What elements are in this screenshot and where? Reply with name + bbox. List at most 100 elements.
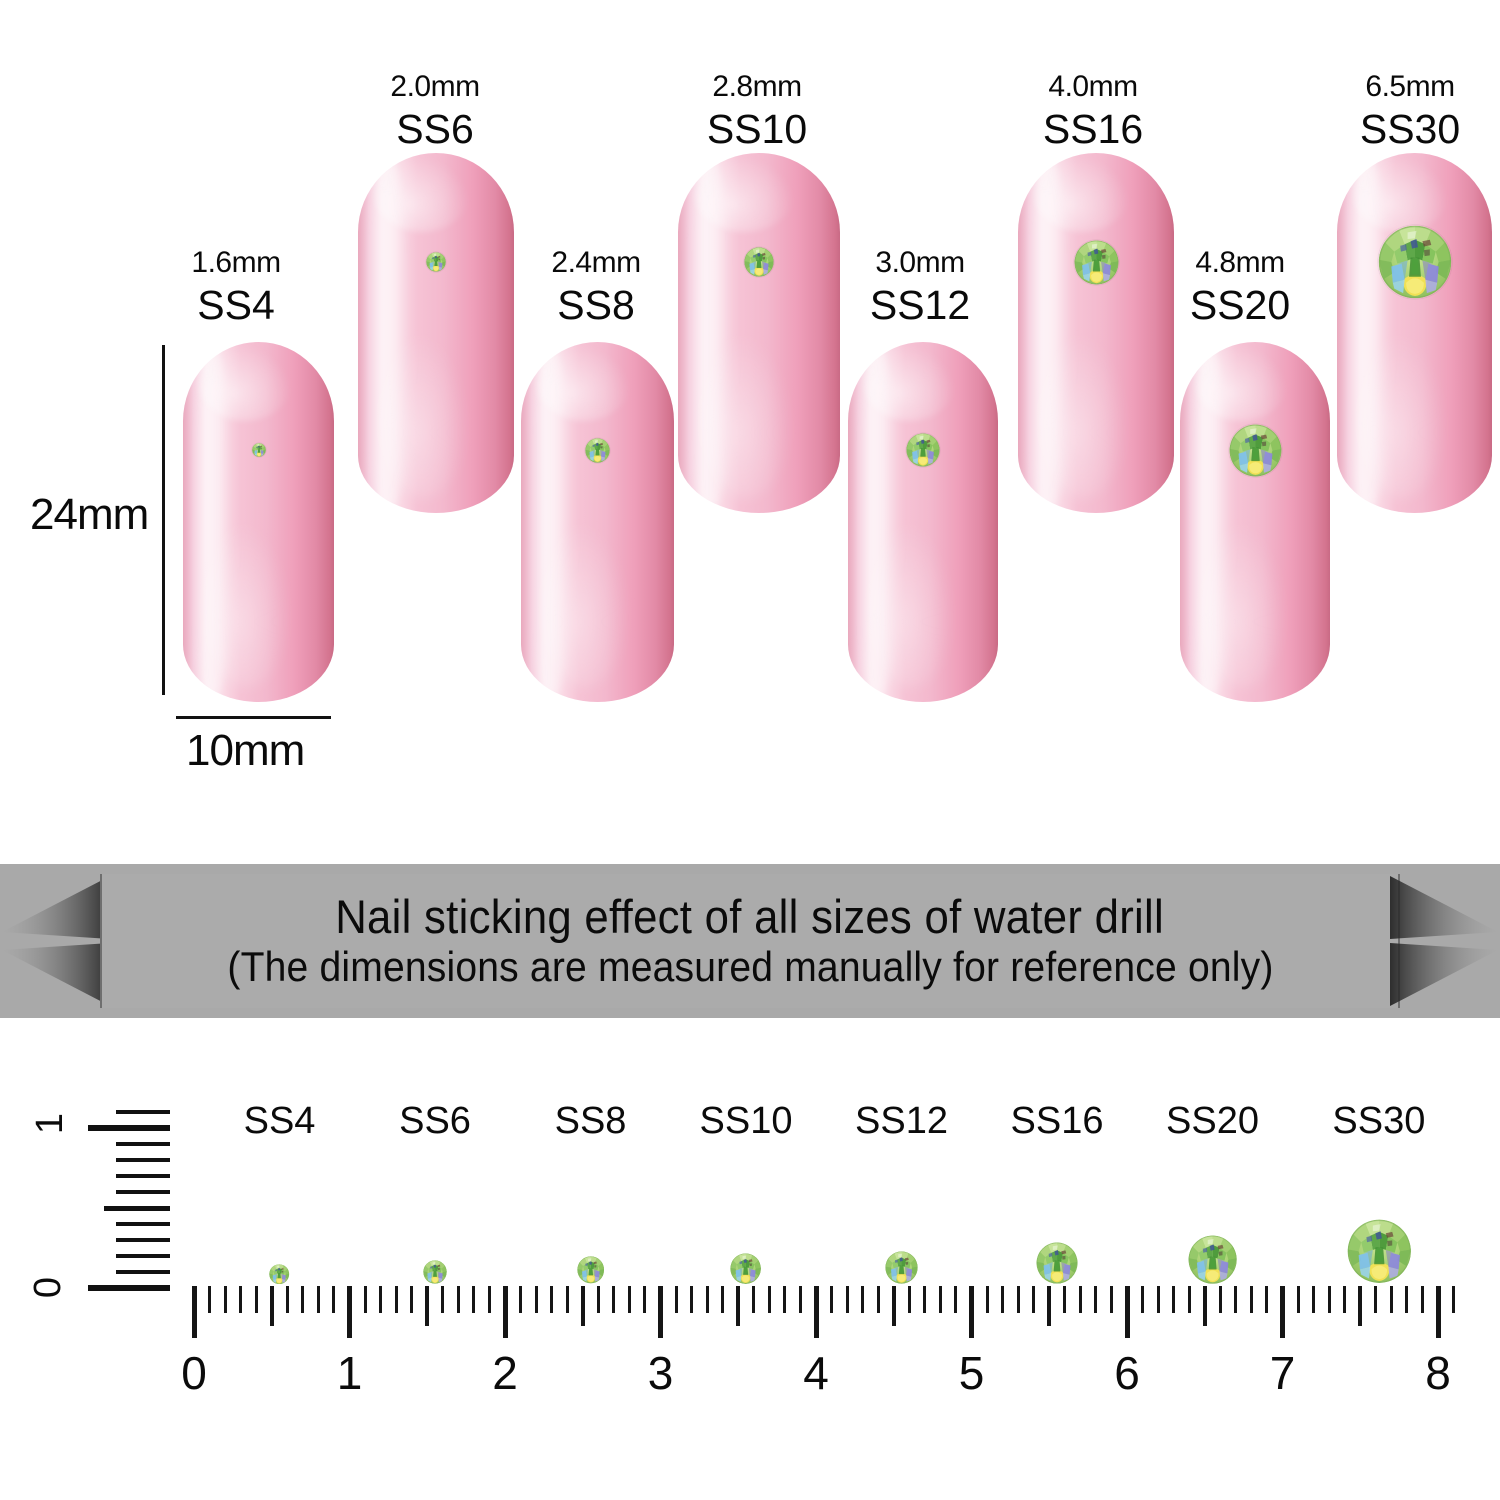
rhinestone-ss6 (426, 252, 446, 272)
ruler-tick (1249, 1286, 1253, 1313)
ruler-tick (612, 1286, 616, 1313)
height-dimension-label: 24mm (30, 490, 149, 539)
ruler-tick (394, 1286, 398, 1313)
ruler-tick (519, 1286, 523, 1313)
ruler-tick (441, 1286, 445, 1313)
vertical-ruler-scale (85, 1108, 170, 1291)
ruler-label-ss6: SS6 (399, 1100, 471, 1142)
ruler-tick (813, 1286, 819, 1338)
size-ss-label: SS30 (1359, 106, 1461, 152)
nail-label-ss4: 1.6mm SS4 (126, 248, 346, 326)
ruler-rhinestone-ss6 (423, 1260, 447, 1284)
nail-swatch-ss4 (183, 342, 334, 702)
ruler-rhinestone-ss30 (1347, 1219, 1412, 1284)
ruler-number-4: 4 (803, 1347, 829, 1399)
nail-swatch-ss20 (1180, 342, 1330, 702)
ruler-rhinestone-ss20 (1188, 1235, 1237, 1284)
ruler-tick (301, 1286, 305, 1313)
ruler-tick (736, 1286, 741, 1326)
size-mm-label: 2.0mm (390, 70, 480, 103)
ruler-tick (1141, 1286, 1145, 1313)
ruler-tick (596, 1286, 600, 1313)
rhinestone-ss16 (1073, 239, 1119, 285)
ruler-tick (254, 1286, 258, 1313)
ruler-tick (285, 1286, 289, 1313)
ruler-tick (1047, 1286, 1052, 1326)
ruler-tick (721, 1286, 725, 1313)
vertical-ruler-tick (116, 1270, 170, 1274)
ruler-tick (269, 1286, 274, 1326)
ruler-tick (565, 1286, 569, 1313)
ruler-tick (1218, 1286, 1222, 1313)
banner-title: Nail sticking effect of all sizes of wat… (335, 889, 1165, 943)
ruler-tick (425, 1286, 430, 1326)
vertical-ruler-label-0: 0 (27, 1276, 70, 1299)
ruler-tick (502, 1286, 508, 1338)
ruler-tick (534, 1286, 538, 1313)
ruler-tick (1452, 1286, 1456, 1313)
size-ss-label: SS16 (1042, 106, 1144, 152)
rhinestone-ss20 (1229, 424, 1282, 477)
nail-polish-surface (521, 342, 674, 702)
vertical-ruler-tick (116, 1190, 170, 1194)
banner-right-ribbon-fold-icon (1390, 874, 1500, 1008)
ruler-tick (690, 1286, 694, 1313)
ruler-tick (472, 1286, 476, 1313)
vertical-ruler-tick (116, 1110, 170, 1114)
ruler-rhinestone-ss10 (730, 1253, 762, 1284)
ruler-tick (379, 1286, 383, 1313)
ruler-number-6: 6 (1114, 1347, 1140, 1399)
ruler-number-3: 3 (647, 1347, 674, 1399)
nail-label-ss16: 4.0mm SS16 (983, 72, 1203, 150)
vertical-ruler-tick (116, 1254, 170, 1258)
ruler-tick (1124, 1286, 1130, 1338)
ruler-rhinestone-ss16 (1036, 1242, 1078, 1284)
nail-swatch-ss30 (1337, 153, 1492, 513)
nail-polish-surface (358, 153, 514, 513)
ruler-tick (1343, 1286, 1347, 1313)
nail-label-ss30: 6.5mm SS30 (1300, 72, 1500, 150)
size-ss-label: SS6 (396, 106, 474, 152)
nail-polish-surface (848, 342, 998, 702)
vertical-ruler-tick (116, 1142, 170, 1146)
nail-polish-surface (1337, 153, 1492, 513)
horizontal-ruler-scale: 0 1 2 3 4 5 6 7 8 (180, 1286, 1470, 1396)
ruler-tick (208, 1286, 212, 1313)
ruler-tick (891, 1286, 896, 1326)
ruler-tick (1312, 1286, 1316, 1313)
ruler-tick (1202, 1286, 1207, 1326)
ruler-tick (1094, 1286, 1098, 1313)
ruler-tick (861, 1286, 865, 1313)
size-mm-label: 3.0mm (875, 246, 965, 279)
ruler-tick (674, 1286, 678, 1313)
size-mm-label: 6.5mm (1365, 70, 1455, 103)
vertical-ruler-tick (88, 1125, 170, 1131)
ruler-tick (1032, 1286, 1036, 1313)
nail-label-ss10: 2.8mm SS10 (647, 72, 867, 150)
ruler-tick (487, 1286, 491, 1313)
ruler-label-ss20: SS20 (1166, 1100, 1259, 1142)
nail-swatch-ss12 (848, 342, 998, 702)
ruler-tick (1156, 1286, 1160, 1313)
width-dimension-line (176, 716, 331, 719)
nail-label-ss12: 3.0mm SS12 (810, 248, 1030, 326)
banner-subtitle: (The dimensions are measured manually fo… (226, 942, 1274, 990)
ruler-label-ss8: SS8 (554, 1100, 627, 1142)
size-ss-label: SS12 (869, 282, 971, 328)
ruler-tick (347, 1286, 352, 1338)
ruler-tick (1374, 1286, 1378, 1313)
ruler-rhinestone-ss12 (885, 1251, 918, 1284)
rhinestone-ss10 (744, 247, 774, 277)
ruler-tick (798, 1286, 802, 1313)
nail-label-ss6: 2.0mm SS6 (325, 72, 545, 150)
ruler-tick (954, 1286, 958, 1313)
ruler-tick (332, 1286, 336, 1313)
ruler-label-ss4: SS4 (243, 1100, 316, 1142)
nail-swatch-ss16 (1018, 153, 1174, 513)
vertical-ruler-tick (116, 1174, 170, 1178)
ruler-tick (938, 1286, 942, 1313)
size-ss-label: SS4 (197, 282, 275, 328)
nail-gloss-highlight (1358, 333, 1446, 499)
nail-swatch-ss6 (358, 153, 514, 513)
ruler-tick (1280, 1286, 1285, 1338)
